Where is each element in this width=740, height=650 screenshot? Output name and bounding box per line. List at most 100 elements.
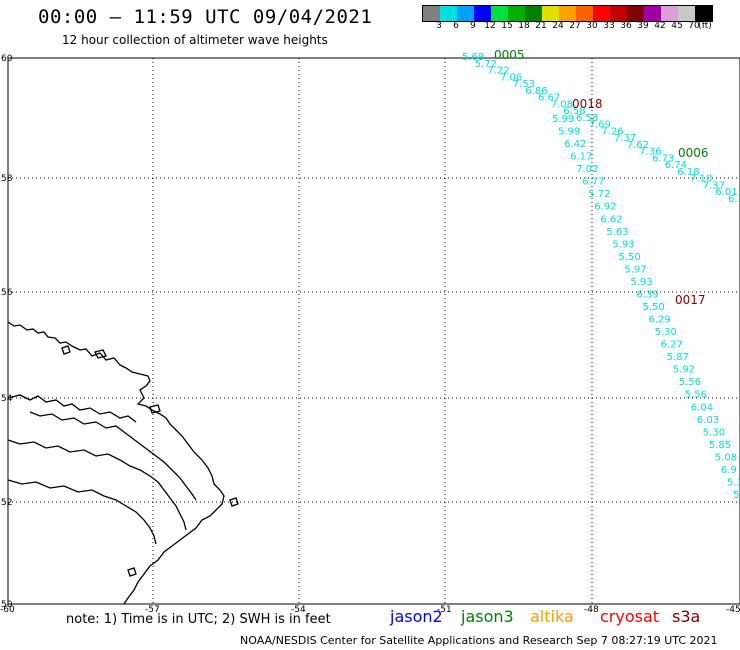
swh-measurements: 5.685.727.227.067.536.866.677.086.586.58…	[462, 52, 740, 501]
coastal-inlet-2	[29, 411, 197, 501]
pass-label: 0006	[678, 146, 709, 160]
swh-value: 5.68	[462, 52, 484, 63]
swh-value: 6.39	[637, 290, 659, 301]
colorbar-label: 33	[603, 21, 615, 31]
swh-value: 5.3	[727, 478, 740, 489]
colorbar-swatch	[542, 6, 559, 21]
colorbar-swatch	[508, 6, 525, 21]
coastal-inlet-1	[7, 394, 137, 423]
swh-value: 6.92	[594, 202, 616, 213]
colorbar-label: (ft)	[698, 21, 712, 31]
pass-label: 0018	[572, 97, 603, 111]
swh-value: 5.56	[679, 377, 701, 388]
island-3	[61, 345, 71, 355]
longitude-tick-label: -45	[726, 605, 740, 615]
coastal-inlet-4	[7, 479, 157, 545]
swh-value: 6.03	[697, 415, 719, 426]
colorbar-swatch	[610, 6, 627, 21]
swh-value: 5.92	[673, 365, 695, 376]
swh-value: 5.56	[685, 390, 707, 401]
colorbar-label: 15	[501, 21, 513, 31]
swh-value: 5.99	[558, 127, 580, 138]
swh-value: 7.62	[627, 140, 649, 151]
colorbar-swatch	[678, 6, 695, 21]
swh-value: 5.97	[624, 264, 646, 275]
swh-value: 6.58	[576, 113, 598, 124]
swh-value: 7.69	[589, 120, 611, 131]
wave-height-colorbar	[422, 5, 713, 22]
longitude-tick-label: -60	[0, 605, 15, 615]
colorbar-label: 9	[470, 21, 476, 31]
swh-value: 5.30	[655, 327, 677, 338]
latitude-tick-label: 54	[1, 394, 13, 404]
swh-value: 7.36	[639, 147, 661, 158]
swh-value: 7.22	[487, 66, 509, 77]
colorbar-swatch	[695, 6, 712, 21]
colorbar-label: 45	[671, 21, 683, 31]
swh-value: 7.02	[576, 164, 598, 175]
swh-value: 7.10	[690, 174, 712, 185]
labrador-coastline	[7, 321, 225, 605]
swh-value: 6.18	[677, 167, 699, 178]
swh-value: 5.	[733, 490, 740, 501]
swh-value: 6.77	[582, 177, 604, 188]
map-subtitle: 12 hour collection of altimeter wave hei…	[62, 33, 328, 47]
latitude-tick-label: 50	[1, 600, 13, 610]
swh-value: 6.62	[600, 214, 622, 225]
colorbar-label: 3	[436, 21, 442, 31]
credit-line: NOAA/NESDIS Center for Satellite Applica…	[240, 634, 718, 647]
colorbar-label: 70	[688, 21, 700, 31]
swh-value: 6.01	[715, 187, 737, 198]
swh-value: 7.08	[551, 99, 573, 110]
longitude-tick-label: -57	[145, 605, 160, 615]
colorbar-swatch	[661, 6, 678, 21]
swh-value: 7.26	[601, 126, 623, 137]
pass-time-labels: 0005 0018 0006 0017	[494, 48, 709, 307]
colorbar-label: 27	[569, 21, 581, 31]
colorbar-swatch	[457, 6, 474, 21]
swh-value: 7.37	[614, 133, 636, 144]
island-4	[127, 567, 137, 577]
latitude-tick-label: 56	[1, 288, 13, 298]
swh-value: 6.67	[538, 93, 560, 104]
colorbar-label: 24	[552, 21, 564, 31]
island-2	[149, 404, 161, 414]
latitude-tick-label: 60	[1, 54, 13, 64]
swh-value: 5.08	[715, 452, 737, 463]
swh-value: 5.93	[630, 277, 652, 288]
swh-value: 6.9	[721, 465, 737, 476]
axis-labels: 60 58 56 54 52 50-60 -57 -54 -51 -48 -45	[0, 54, 740, 615]
longitude-tick-label: -51	[437, 605, 452, 615]
longitude-tick-label: -48	[584, 605, 599, 615]
swh-value: 6.58	[563, 106, 585, 117]
swh-value: 5.87	[667, 352, 689, 363]
satellite-cryosat: cryosat	[600, 607, 660, 626]
swh-value: 6.74	[665, 160, 687, 171]
coastal-inlet-3	[7, 439, 187, 531]
swh-value: 5.85	[709, 440, 731, 451]
colorbar-swatch	[559, 6, 576, 21]
units-note: note: 1) Time is in UTC; 2) SWH is in fe…	[66, 612, 331, 627]
colorbar-swatch	[525, 6, 542, 21]
satellite-s3a: s3a	[672, 607, 701, 626]
swh-value: 6.73	[652, 153, 674, 164]
swh-value: 6.1	[728, 194, 740, 205]
colorbar-label: 30	[586, 21, 598, 31]
island-1	[94, 349, 107, 359]
swh-value: 5.50	[643, 302, 665, 313]
colorbar-label: 12	[484, 21, 496, 31]
pass-label: 0017	[675, 293, 706, 307]
colorbar-swatch	[593, 6, 610, 21]
colorbar-labels: 3 6 9 12 15 18 21 24 27 30 33 36 39 42 45 70 (ft)	[422, 21, 740, 33]
swh-value: 6.29	[649, 315, 671, 326]
colorbar-label: 6	[453, 21, 459, 31]
swh-value: 5.63	[606, 227, 628, 238]
swh-value: 5.72	[475, 59, 497, 70]
swh-value: 6.17	[570, 152, 592, 163]
colorbar-swatch	[644, 6, 661, 21]
colorbar-swatch	[474, 6, 491, 21]
swh-value: 6.86	[525, 86, 547, 97]
colorbar-label: 18	[518, 21, 530, 31]
colorbar-label: 36	[620, 21, 632, 31]
